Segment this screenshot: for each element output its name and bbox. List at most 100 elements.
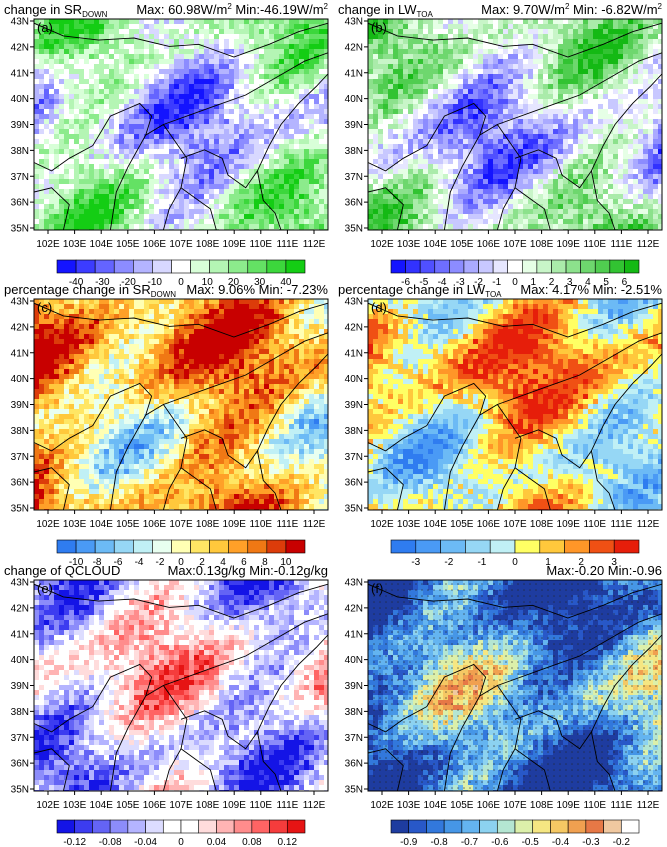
heat-cell [244,59,250,65]
heat-cell [229,204,235,210]
heat-cell [618,144,624,150]
colorbar-swatch [266,259,287,274]
heat-cell [134,164,140,170]
heat-cell [588,104,594,110]
heat-cell [294,94,300,100]
heat-cell [259,39,265,45]
heat-cell [204,19,210,25]
heat-cell [538,19,544,25]
heat-cell [124,144,130,150]
heat-cell [174,144,180,150]
heat-cell [94,59,100,65]
heat-cell [593,74,599,80]
heat-cell [314,164,320,170]
heat-cell [648,119,654,125]
heat-cell [418,39,424,45]
heat-cell [244,69,250,75]
heat-cell [309,189,315,195]
heat-cell [398,149,404,155]
heat-cell [234,94,240,100]
heat-cell [413,214,419,220]
heat-cell [628,124,634,130]
heat-cell [538,94,544,100]
heat-cell [483,79,489,85]
heat-cell [448,109,454,115]
heat-cell [129,119,135,125]
heat-cell [179,124,185,130]
heat-cell [418,219,424,225]
heat-cell [164,19,170,25]
heat-cell [79,184,85,190]
heat-cell [84,99,90,105]
heat-cell [64,114,70,120]
heat-cell [54,119,60,125]
heat-cell [204,84,210,90]
heat-cell [573,159,579,165]
heat-cell [84,59,90,65]
heat-cell [468,109,474,115]
heat-cell [633,44,639,50]
heat-cell [189,109,195,115]
heat-cell [74,44,80,50]
heat-cell [543,29,549,35]
heat-cell [588,89,594,95]
heat-cell [234,104,240,110]
heat-cell [518,39,524,45]
heat-cell [84,124,90,130]
heat-cell [568,139,574,145]
heat-cell [503,64,509,70]
heat-cell [304,64,310,70]
heat-cell [583,184,589,190]
heat-cell [508,194,514,200]
colorbar-swatch [133,259,153,274]
heat-cell [403,169,409,175]
heat-cell [428,34,434,40]
heat-cell [174,44,180,50]
heat-cell [523,159,529,165]
heat-cell [164,44,170,50]
heat-cell [119,124,125,130]
heat-cell [99,154,105,160]
heat-cell [373,144,379,150]
heat-cell [623,69,629,75]
heat-cell [54,69,60,75]
heat-cell [618,194,624,200]
heat-cell [324,104,328,110]
heat-cell [129,124,135,130]
heat-cell [423,44,429,50]
heat-cell [144,84,150,90]
heat-cell [653,54,659,60]
heat-cell [69,219,75,225]
heat-cell [403,204,409,210]
heat-cell [199,99,205,105]
heat-cell [264,159,270,165]
heat-cell [628,59,634,65]
heat-cell [159,44,165,50]
heat-cell [184,224,190,230]
heat-cell [598,129,604,135]
heat-cell [304,194,310,200]
heat-cell [274,109,280,115]
heat-cell [568,124,574,130]
heat-cell [309,29,315,35]
heat-cell [498,189,504,195]
heat-cell [49,84,55,90]
heat-cell [149,74,155,80]
heat-cell [199,159,205,165]
heat-cell [124,114,130,120]
heat-cell [453,174,459,180]
heat-cell [314,149,320,155]
heat-cell [239,109,245,115]
heat-cell [184,59,190,65]
heat-cell [653,189,659,195]
heat-cell [638,179,644,185]
heat-cell [319,184,325,190]
heat-cell [84,49,90,55]
heat-cell [194,59,200,65]
heat-cell [259,49,265,55]
heat-cell [533,149,539,155]
heat-cell [124,179,130,185]
heat-cell [34,134,40,140]
heat-cell [179,214,185,220]
colorbar-swatch [113,259,134,274]
